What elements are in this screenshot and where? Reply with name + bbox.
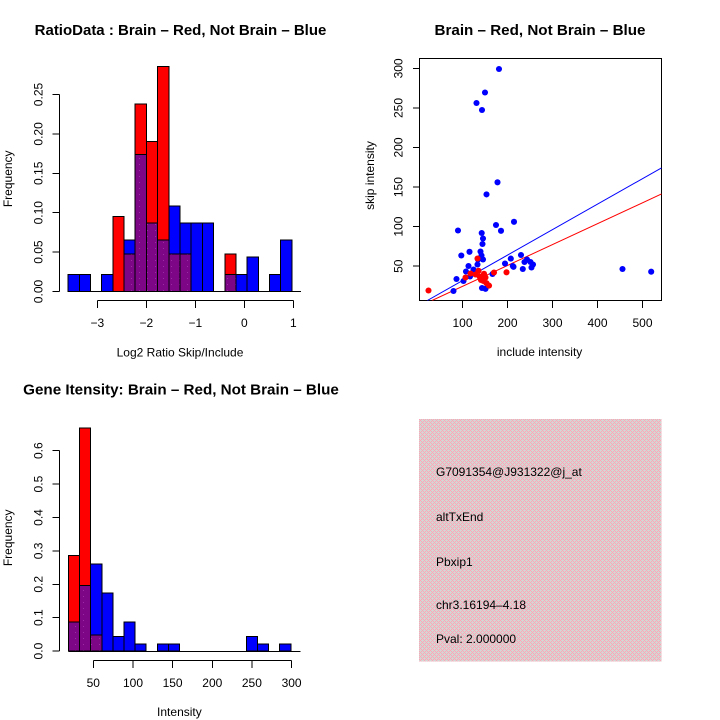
svg-text:100: 100 [123, 676, 143, 690]
svg-text:0.15: 0.15 [32, 161, 46, 185]
svg-text:0.0: 0.0 [32, 642, 46, 659]
svg-text:Intensity: Intensity [157, 705, 202, 719]
svg-text:0.10: 0.10 [32, 201, 46, 225]
svg-text:Pbxip1: Pbxip1 [436, 555, 473, 569]
svg-text:chr3.16194–4.18: chr3.16194–4.18 [436, 598, 526, 612]
svg-text:0.00: 0.00 [32, 279, 46, 303]
svg-text:Frequency: Frequency [1, 509, 15, 566]
svg-text:altTxEnd: altTxEnd [436, 510, 483, 524]
svg-text:0.6: 0.6 [32, 442, 46, 459]
svg-text:250: 250 [392, 98, 406, 118]
svg-text:−2: −2 [139, 316, 153, 330]
svg-text:0.25: 0.25 [32, 82, 46, 106]
svg-text:Frequency: Frequency [1, 150, 15, 207]
svg-text:100: 100 [452, 316, 472, 330]
svg-text:300: 300 [542, 316, 562, 330]
svg-text:0.5: 0.5 [32, 475, 46, 492]
svg-text:G7091354@J931322@j_at: G7091354@J931322@j_at [436, 465, 582, 479]
svg-text:300: 300 [392, 58, 406, 78]
svg-text:150: 150 [163, 676, 183, 690]
svg-text:0: 0 [241, 316, 248, 330]
svg-text:0.4: 0.4 [32, 509, 46, 526]
svg-text:Gene Itensity: Brain – Red, No: Gene Itensity: Brain – Red, Not Brain – … [23, 382, 339, 399]
svg-text:200: 200 [202, 676, 222, 690]
svg-text:−3: −3 [90, 316, 104, 330]
svg-text:500: 500 [632, 316, 652, 330]
svg-text:250: 250 [242, 676, 262, 690]
svg-text:200: 200 [497, 316, 517, 330]
svg-text:0.3: 0.3 [32, 542, 46, 559]
svg-text:Pval: 2.000000: Pval: 2.000000 [436, 632, 516, 646]
svg-text:400: 400 [587, 316, 607, 330]
svg-text:50: 50 [87, 676, 101, 690]
svg-text:200: 200 [392, 137, 406, 157]
svg-text:−1: −1 [188, 316, 202, 330]
svg-text:0.1: 0.1 [32, 609, 46, 626]
svg-text:100: 100 [392, 216, 406, 236]
svg-text:150: 150 [392, 177, 406, 197]
svg-text:50: 50 [392, 259, 406, 273]
svg-text:1: 1 [290, 316, 297, 330]
svg-text:Log2 Ratio Skip/Include: Log2 Ratio Skip/Include [117, 346, 244, 360]
svg-text:0.20: 0.20 [32, 122, 46, 146]
svg-text:Brain – Red, Not Brain – Blue: Brain – Red, Not Brain – Blue [435, 22, 646, 39]
svg-text:0.2: 0.2 [32, 576, 46, 593]
svg-text:skip intensity: skip intensity [363, 141, 377, 210]
svg-text:RatioData : Brain – Red, Not B: RatioData : Brain – Red, Not Brain – Blu… [35, 22, 327, 39]
svg-text:300: 300 [282, 676, 302, 690]
svg-text:0.05: 0.05 [32, 240, 46, 264]
svg-text:include intensity: include intensity [497, 345, 582, 359]
